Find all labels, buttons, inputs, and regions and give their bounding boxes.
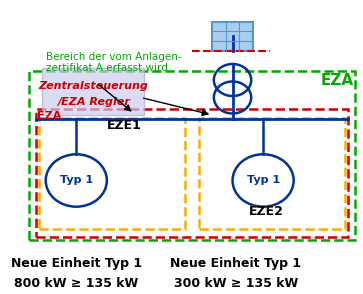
FancyBboxPatch shape: [42, 69, 144, 115]
Text: EZA: EZA: [321, 73, 354, 88]
Text: Typ 1: Typ 1: [60, 176, 93, 186]
Text: zertifikat A erfasst wird: zertifikat A erfasst wird: [46, 64, 168, 74]
Text: EZE2: EZE2: [249, 205, 284, 218]
Text: Neue Einheit Typ 1: Neue Einheit Typ 1: [11, 257, 142, 270]
Text: 800 kW ≥ 135 kW: 800 kW ≥ 135 kW: [14, 277, 138, 290]
FancyBboxPatch shape: [212, 22, 253, 51]
Text: Zentralsteuerung: Zentralsteuerung: [38, 81, 148, 91]
Text: EZE1: EZE1: [106, 119, 141, 132]
Text: Neue Einheit Typ 1: Neue Einheit Typ 1: [170, 257, 302, 270]
Text: 300 kW ≥ 135 kW: 300 kW ≥ 135 kW: [174, 277, 298, 290]
Text: Typ 1: Typ 1: [246, 176, 280, 186]
Text: Bereich der vom Anlagen-: Bereich der vom Anlagen-: [46, 52, 182, 62]
Text: EZA: EZA: [37, 111, 62, 121]
Text: /EZA Regler: /EZA Regler: [57, 97, 130, 107]
